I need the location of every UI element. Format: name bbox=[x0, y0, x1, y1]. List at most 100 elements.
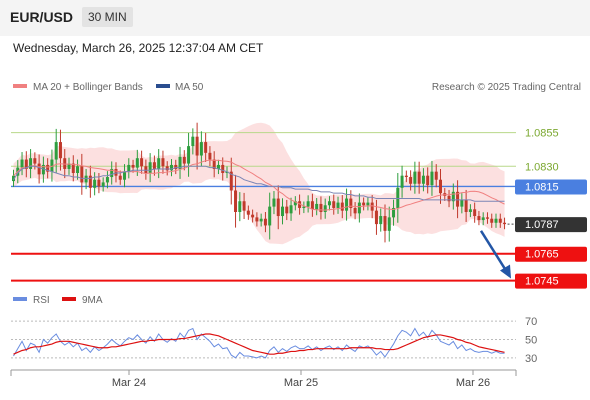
candle-body bbox=[63, 158, 67, 169]
candle-body bbox=[187, 146, 191, 164]
candle-body bbox=[208, 152, 212, 160]
legend-ma50-swatch bbox=[156, 84, 170, 88]
candle-body bbox=[20, 159, 24, 168]
legend-9ma-label: 9MA bbox=[82, 295, 103, 306]
candle-body bbox=[251, 214, 255, 218]
candle-body bbox=[144, 166, 148, 173]
candle-body bbox=[216, 164, 220, 169]
candle-body bbox=[71, 163, 75, 173]
legend-9ma-swatch bbox=[62, 297, 76, 301]
candle-body bbox=[84, 175, 88, 183]
candles bbox=[12, 122, 507, 243]
candle-body bbox=[105, 177, 109, 183]
ma50-line bbox=[13, 165, 505, 202]
candle-body bbox=[485, 217, 489, 219]
candle-body bbox=[370, 202, 374, 211]
projection-arrow-head bbox=[500, 264, 511, 279]
candle-body bbox=[255, 217, 259, 222]
candle-body bbox=[88, 175, 92, 188]
candle-body bbox=[353, 207, 357, 214]
candle-body bbox=[221, 164, 225, 173]
rsi-line bbox=[13, 327, 505, 359]
candle-body bbox=[319, 203, 323, 212]
rsi-ma-line bbox=[13, 333, 505, 355]
ma20-line bbox=[13, 159, 505, 211]
candle-body bbox=[135, 158, 139, 168]
candle-body bbox=[374, 210, 378, 225]
candle-body bbox=[80, 166, 84, 183]
candle-body bbox=[327, 201, 331, 206]
candle-body bbox=[127, 164, 131, 172]
candle-body bbox=[362, 202, 366, 206]
candle-body bbox=[161, 158, 165, 167]
candle-body bbox=[238, 201, 242, 212]
candle-body bbox=[430, 171, 434, 186]
candle-body bbox=[379, 216, 383, 225]
candle-body bbox=[439, 179, 442, 194]
candle-body bbox=[387, 217, 391, 231]
candle-body bbox=[37, 163, 41, 175]
candle-body bbox=[421, 175, 425, 184]
candle-body bbox=[191, 136, 195, 147]
candle-body bbox=[276, 198, 280, 217]
candle-body bbox=[58, 142, 62, 159]
candle-body bbox=[357, 202, 361, 214]
candle-body bbox=[345, 198, 349, 211]
candle-body bbox=[340, 202, 344, 211]
candle-body bbox=[268, 206, 272, 226]
candle-body bbox=[225, 171, 229, 173]
legend-ma20-swatch bbox=[13, 84, 27, 88]
candle-body bbox=[396, 187, 400, 208]
candle-body bbox=[204, 142, 208, 153]
candle-body bbox=[503, 222, 507, 225]
candle-body bbox=[281, 206, 285, 217]
candle-body bbox=[315, 203, 319, 210]
candle-body bbox=[336, 202, 340, 208]
candle-body bbox=[400, 175, 404, 188]
candle-body bbox=[259, 218, 263, 222]
timeframe-tab[interactable]: 30 MIN bbox=[82, 7, 133, 27]
candle-body bbox=[477, 216, 481, 221]
candle-body bbox=[272, 198, 276, 207]
resistance-label: 1.0830 bbox=[525, 161, 559, 173]
candle-body bbox=[157, 158, 161, 169]
candle-body bbox=[182, 156, 186, 164]
candle-body bbox=[178, 156, 182, 169]
candle-body bbox=[392, 207, 396, 218]
support-label-box bbox=[515, 246, 587, 262]
candle-body bbox=[165, 166, 169, 171]
candle-body bbox=[199, 142, 203, 156]
candle-body bbox=[41, 164, 45, 175]
candle-body bbox=[24, 159, 28, 169]
header-bar: EUR/USD 30 MIN bbox=[0, 0, 590, 36]
timestamp: Wednesday, March 26, 2025 12:37:04 AM CE… bbox=[13, 41, 264, 55]
pivot-label-box bbox=[515, 179, 587, 195]
time-tick-label: Mar 24 bbox=[112, 377, 146, 389]
candle-body bbox=[332, 201, 336, 208]
candle-body bbox=[229, 171, 233, 191]
candle-body bbox=[195, 136, 199, 156]
candle-body bbox=[383, 216, 387, 231]
candle-body bbox=[366, 202, 370, 206]
rsi-tick-label: 30 bbox=[525, 353, 537, 365]
candle-body bbox=[494, 218, 498, 223]
candle-body bbox=[110, 168, 114, 178]
projection-arrow bbox=[479, 230, 511, 279]
candle-body bbox=[97, 179, 101, 187]
candle-body bbox=[46, 164, 50, 172]
resistance-label: 1.0855 bbox=[525, 128, 559, 140]
candle-body bbox=[481, 217, 485, 221]
candle-body bbox=[212, 159, 216, 169]
candle-body bbox=[306, 201, 310, 207]
price-levels: 1.0855 1.0830 1.0815 1.0787 1.0765 1.0745 bbox=[11, 128, 587, 289]
candle-body bbox=[417, 171, 421, 184]
candle-body bbox=[468, 209, 472, 212]
candle-body bbox=[323, 205, 327, 212]
candle-body bbox=[246, 210, 250, 215]
candle-body bbox=[413, 171, 417, 184]
candle-body bbox=[464, 199, 468, 212]
moving-averages bbox=[13, 159, 505, 211]
candle-body bbox=[118, 175, 122, 180]
candle-body bbox=[289, 205, 293, 214]
candle-body bbox=[242, 201, 246, 211]
